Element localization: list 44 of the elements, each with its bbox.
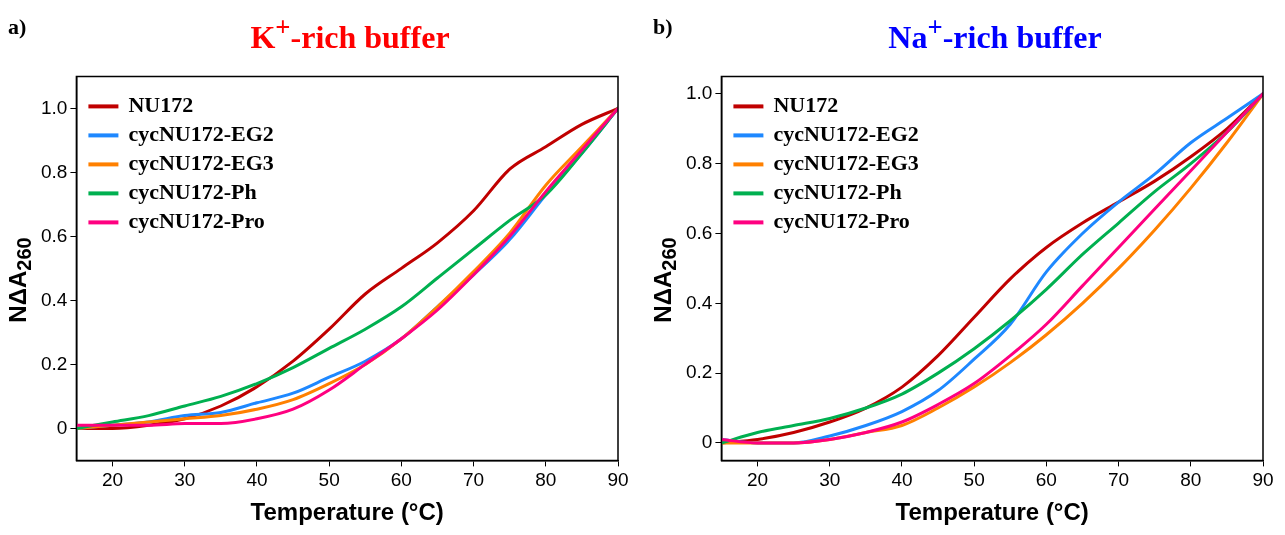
y-tick-label: 0 (701, 431, 713, 453)
chart-title: K$^{+}$-rich buffer (249, 12, 451, 56)
x-tick-label: 80 (535, 469, 557, 491)
x-tick-label: 60 (390, 469, 412, 491)
y-tick-label: 0.6 (685, 221, 713, 243)
legend-label: NU172 (128, 92, 194, 118)
legend-label: cycNU172-Pro (128, 208, 265, 234)
y-tick-label: 1.0 (685, 82, 713, 104)
y-tick-label: 0.2 (685, 361, 713, 383)
text: a) (8, 14, 27, 40)
y-tick-label: 0.4 (685, 291, 713, 313)
y-tick-label: 1.0 (40, 96, 68, 118)
y-tick-label: 0.2 (40, 352, 68, 374)
x-axis-title: Temperature (°C) (250, 498, 444, 526)
x-tick-label: 70 (463, 469, 485, 491)
x-tick-label: 30 (174, 469, 196, 491)
x-tick-label: 20 (746, 469, 769, 491)
chart-title: Na$^{+}$-rich buffer (887, 12, 1103, 56)
legend-label: cycNU172-EG3 (773, 150, 919, 176)
x-tick-label: 40 (246, 469, 268, 491)
x-tick-label: 50 (963, 469, 985, 491)
legend-label: cycNU172-EG2 (128, 121, 274, 147)
y-tick-label: 0.8 (685, 151, 713, 173)
x-tick-label: 90 (1252, 469, 1274, 491)
x-tick-label: 50 (318, 469, 340, 491)
legend-label: cycNU172-Ph (128, 179, 257, 205)
x-tick-label: 90 (607, 469, 629, 491)
x-tick-label: 20 (101, 469, 124, 491)
legend-label: cycNU172-Pro (773, 208, 910, 234)
y-tick-label: 0.8 (40, 160, 68, 182)
legend-label: NU172 (773, 92, 839, 118)
legend-label: cycNU172-EG2 (773, 121, 919, 147)
x-tick-label: 60 (1035, 469, 1057, 491)
x-tick-label: 30 (819, 469, 841, 491)
x-tick-label: 70 (1108, 469, 1130, 491)
y-tick-label: 0.6 (40, 224, 68, 246)
x-axis-title: Temperature (°C) (895, 498, 1089, 526)
y-tick-label: 0.4 (40, 288, 68, 310)
x-tick-label: 40 (891, 469, 913, 491)
legend-label: cycNU172-Ph (773, 179, 902, 205)
x-tick-label: 80 (1180, 469, 1202, 491)
y-tick-label: 0 (56, 416, 68, 438)
text: b) (653, 14, 673, 40)
legend-label: cycNU172-EG3 (128, 150, 274, 176)
